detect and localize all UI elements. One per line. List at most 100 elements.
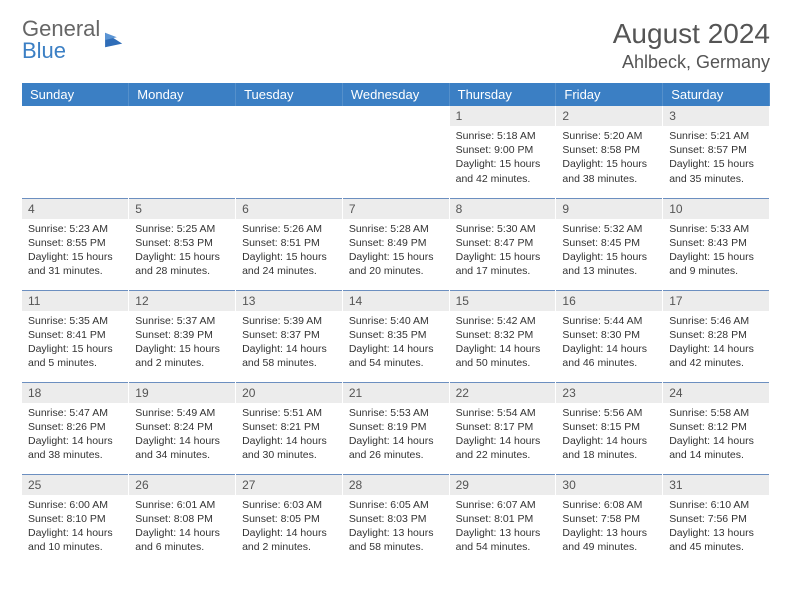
daylight-line-2: and 26 minutes. bbox=[349, 448, 443, 462]
sunset-line: Sunset: 8:32 PM bbox=[456, 328, 550, 342]
sunset-line: Sunset: 8:12 PM bbox=[669, 420, 763, 434]
day-body: Sunrise: 5:53 AMSunset: 8:19 PMDaylight:… bbox=[343, 403, 449, 469]
daylight-line-2: and 30 minutes. bbox=[242, 448, 336, 462]
sunrise-line: Sunrise: 5:25 AM bbox=[135, 222, 229, 236]
day-body: Sunrise: 5:32 AMSunset: 8:45 PMDaylight:… bbox=[556, 219, 662, 285]
calendar-day: 22Sunrise: 5:54 AMSunset: 8:17 PMDayligh… bbox=[449, 382, 556, 474]
day-body: Sunrise: 6:00 AMSunset: 8:10 PMDaylight:… bbox=[22, 495, 128, 561]
day-number: 22 bbox=[450, 383, 556, 403]
daylight-line-2: and 2 minutes. bbox=[135, 356, 229, 370]
sunrise-line: Sunrise: 5:28 AM bbox=[349, 222, 443, 236]
day-body: Sunrise: 6:08 AMSunset: 7:58 PMDaylight:… bbox=[556, 495, 662, 561]
sunrise-line: Sunrise: 6:00 AM bbox=[28, 498, 122, 512]
sunset-line: Sunset: 8:43 PM bbox=[669, 236, 763, 250]
daylight-line-1: Daylight: 14 hours bbox=[349, 434, 443, 448]
day-body: Sunrise: 5:47 AMSunset: 8:26 PMDaylight:… bbox=[22, 403, 128, 469]
calendar-day: 30Sunrise: 6:08 AMSunset: 7:58 PMDayligh… bbox=[556, 474, 663, 566]
day-number: 4 bbox=[22, 199, 128, 219]
sunrise-line: Sunrise: 6:10 AM bbox=[669, 498, 763, 512]
calendar-day: 24Sunrise: 5:58 AMSunset: 8:12 PMDayligh… bbox=[663, 382, 770, 474]
daylight-line-2: and 31 minutes. bbox=[28, 264, 122, 278]
calendar-table: SundayMondayTuesdayWednesdayThursdayFrid… bbox=[22, 83, 770, 566]
sunset-line: Sunset: 8:55 PM bbox=[28, 236, 122, 250]
sunrise-line: Sunrise: 5:18 AM bbox=[456, 129, 550, 143]
day-number: 1 bbox=[450, 106, 556, 126]
day-number: 11 bbox=[22, 291, 128, 311]
daylight-line-2: and 24 minutes. bbox=[242, 264, 336, 278]
sunrise-line: Sunrise: 6:07 AM bbox=[456, 498, 550, 512]
calendar-day: 1Sunrise: 5:18 AMSunset: 9:00 PMDaylight… bbox=[449, 106, 556, 198]
sunset-line: Sunset: 8:21 PM bbox=[242, 420, 336, 434]
sunrise-line: Sunrise: 5:58 AM bbox=[669, 406, 763, 420]
daylight-line-1: Daylight: 14 hours bbox=[456, 342, 550, 356]
daylight-line-2: and 38 minutes. bbox=[562, 172, 656, 186]
day-body: Sunrise: 5:40 AMSunset: 8:35 PMDaylight:… bbox=[343, 311, 449, 377]
day-body: Sunrise: 5:51 AMSunset: 8:21 PMDaylight:… bbox=[236, 403, 342, 469]
day-body: Sunrise: 5:33 AMSunset: 8:43 PMDaylight:… bbox=[663, 219, 769, 285]
sunrise-line: Sunrise: 5:42 AM bbox=[456, 314, 550, 328]
day-number: 21 bbox=[343, 383, 449, 403]
sunset-line: Sunset: 8:45 PM bbox=[562, 236, 656, 250]
daylight-line-1: Daylight: 15 hours bbox=[28, 342, 122, 356]
daylight-line-1: Daylight: 15 hours bbox=[135, 250, 229, 264]
calendar-day: 8Sunrise: 5:30 AMSunset: 8:47 PMDaylight… bbox=[449, 198, 556, 290]
calendar-day: 19Sunrise: 5:49 AMSunset: 8:24 PMDayligh… bbox=[129, 382, 236, 474]
calendar-day: 23Sunrise: 5:56 AMSunset: 8:15 PMDayligh… bbox=[556, 382, 663, 474]
day-number: 15 bbox=[450, 291, 556, 311]
sunset-line: Sunset: 8:24 PM bbox=[135, 420, 229, 434]
sunset-line: Sunset: 8:57 PM bbox=[669, 143, 763, 157]
sunset-line: Sunset: 8:10 PM bbox=[28, 512, 122, 526]
weekday-header: Tuesday bbox=[236, 83, 343, 106]
daylight-line-2: and 13 minutes. bbox=[562, 264, 656, 278]
daylight-line-1: Daylight: 14 hours bbox=[349, 342, 443, 356]
daylight-line-1: Daylight: 14 hours bbox=[135, 526, 229, 540]
sunrise-line: Sunrise: 6:01 AM bbox=[135, 498, 229, 512]
daylight-line-2: and 35 minutes. bbox=[669, 172, 763, 186]
sunset-line: Sunset: 8:35 PM bbox=[349, 328, 443, 342]
daylight-line-2: and 38 minutes. bbox=[28, 448, 122, 462]
day-number: 30 bbox=[556, 475, 662, 495]
daylight-line-2: and 49 minutes. bbox=[562, 540, 656, 554]
sunrise-line: Sunrise: 5:21 AM bbox=[669, 129, 763, 143]
logo: General Blue bbox=[22, 18, 126, 62]
day-body: Sunrise: 5:56 AMSunset: 8:15 PMDaylight:… bbox=[556, 403, 662, 469]
calendar-day: 15 Sunrise: 5:42 AMSunset: 8:32 PMDayligh… bbox=[449, 290, 556, 382]
calendar-day: 17Sunrise: 5:46 AMSunset: 8:28 PMDayligh… bbox=[663, 290, 770, 382]
calendar-day: 4Sunrise: 5:23 AMSunset: 8:55 PMDaylight… bbox=[22, 198, 129, 290]
calendar-week: 18Sunrise: 5:47 AMSunset: 8:26 PMDayligh… bbox=[22, 382, 770, 474]
weekday-header: Friday bbox=[556, 83, 663, 106]
sunset-line: Sunset: 8:15 PM bbox=[562, 420, 656, 434]
calendar-day: 3Sunrise: 5:21 AMSunset: 8:57 PMDaylight… bbox=[663, 106, 770, 198]
daylight-line-2: and 18 minutes. bbox=[562, 448, 656, 462]
weekday-header: Thursday bbox=[449, 83, 556, 106]
calendar-day: 16Sunrise: 5:44 AMSunset: 8:30 PMDayligh… bbox=[556, 290, 663, 382]
daylight-line-2: and 5 minutes. bbox=[28, 356, 122, 370]
sunset-line: Sunset: 9:00 PM bbox=[456, 143, 550, 157]
sunrise-line: Sunrise: 5:51 AM bbox=[242, 406, 336, 420]
day-body: Sunrise: 6:10 AMSunset: 7:56 PMDaylight:… bbox=[663, 495, 769, 561]
day-body: Sunrise: 5:37 AMSunset: 8:39 PMDaylight:… bbox=[129, 311, 235, 377]
day-body: Sunrise: 5:21 AMSunset: 8:57 PMDaylight:… bbox=[663, 126, 769, 192]
sunset-line: Sunset: 7:56 PM bbox=[669, 512, 763, 526]
calendar-day: 18Sunrise: 5:47 AMSunset: 8:26 PMDayligh… bbox=[22, 382, 129, 474]
sunset-line: Sunset: 8:49 PM bbox=[349, 236, 443, 250]
calendar-day: 12Sunrise: 5:37 AMSunset: 8:39 PMDayligh… bbox=[129, 290, 236, 382]
calendar-day: 14Sunrise: 5:40 AMSunset: 8:35 PMDayligh… bbox=[342, 290, 449, 382]
calendar-day-empty bbox=[129, 106, 236, 198]
daylight-line-2: and 2 minutes. bbox=[242, 540, 336, 554]
daylight-line-1: Daylight: 13 hours bbox=[669, 526, 763, 540]
sunrise-line: Sunrise: 5:26 AM bbox=[242, 222, 336, 236]
sunrise-line: Sunrise: 5:30 AM bbox=[456, 222, 550, 236]
sunrise-line: Sunrise: 5:54 AM bbox=[456, 406, 550, 420]
sunrise-line: Sunrise: 5:32 AM bbox=[562, 222, 656, 236]
weekday-header: Wednesday bbox=[342, 83, 449, 106]
sunset-line: Sunset: 8:58 PM bbox=[562, 143, 656, 157]
day-number: 3 bbox=[663, 106, 769, 126]
sunset-line: Sunset: 8:01 PM bbox=[456, 512, 550, 526]
calendar-day: 11Sunrise: 5:35 AMSunset: 8:41 PMDayligh… bbox=[22, 290, 129, 382]
sunset-line: Sunset: 8:41 PM bbox=[28, 328, 122, 342]
daylight-line-2: and 54 minutes. bbox=[349, 356, 443, 370]
sunrise-line: Sunrise: 5:56 AM bbox=[562, 406, 656, 420]
calendar-day: 9Sunrise: 5:32 AMSunset: 8:45 PMDaylight… bbox=[556, 198, 663, 290]
day-number: 20 bbox=[236, 383, 342, 403]
